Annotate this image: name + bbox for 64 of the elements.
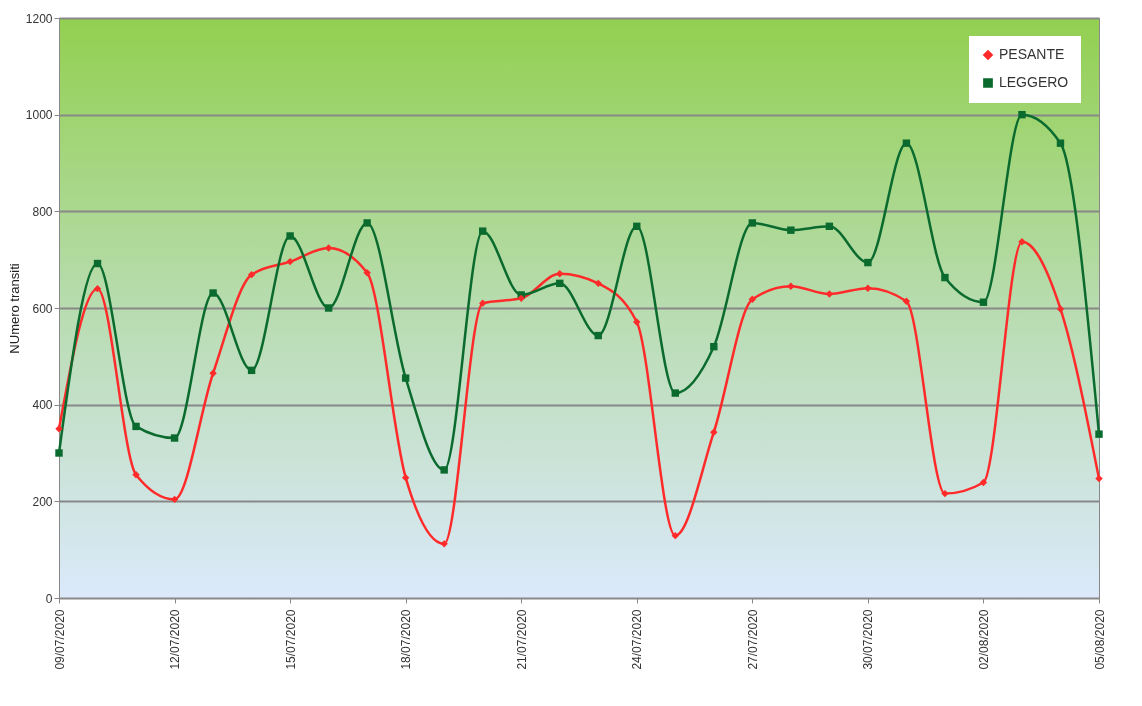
point [787,226,795,234]
point [748,295,757,304]
x-tick-label: 05/08/2020 [1092,609,1107,670]
point [170,434,179,442]
x-tick-label: 09/07/2020 [52,609,67,670]
point [209,369,217,377]
point [902,139,911,147]
point [710,428,718,436]
point [93,284,102,293]
point [941,273,949,282]
x-tick-label: 24/07/2020 [630,609,645,670]
point [787,282,795,290]
point [401,473,410,482]
point [440,540,448,548]
y-tick-label: 800 [32,204,53,219]
point [710,342,718,351]
y-tick-label: 600 [32,301,53,316]
y-tick-label: 0 [45,591,53,606]
point [324,304,333,312]
y-tick-label: 1200 [25,11,53,26]
point [1095,474,1103,483]
point [979,298,988,306]
point [286,232,294,240]
point [1056,139,1065,147]
point [440,466,448,474]
y-tick-label: 1000 [25,108,53,123]
x-tick-label: 12/07/2020 [168,609,183,670]
point [1056,305,1065,313]
x-tick-label: 18/07/2020 [399,609,414,670]
point [517,294,525,303]
point [363,269,371,277]
y-tick-label: 400 [32,398,53,413]
point [979,478,988,487]
point [209,289,217,297]
point [479,227,487,235]
point [671,389,679,397]
point [170,495,179,504]
x-tick-label: 21/07/2020 [514,609,529,670]
point [132,422,140,431]
legend-label: PESANTE [999,46,1065,62]
point [671,531,679,540]
point [247,270,256,279]
point [556,269,564,278]
x-tick-label: 02/08/2020 [976,609,991,670]
y-axis-title: NUmero transiti [6,263,22,354]
x-tick-label: 27/07/2020 [745,609,760,670]
x-tick-label: 15/07/2020 [283,609,298,670]
point [902,297,911,305]
point [479,299,487,307]
point [286,257,294,266]
point [594,279,602,288]
point [55,449,63,457]
x-tick-label: 30/07/2020 [861,609,876,670]
point [941,489,949,498]
point [864,258,872,267]
point [1018,110,1026,119]
point [864,284,872,292]
y-tick-label: 200 [32,494,53,509]
point [401,374,410,382]
point [1095,430,1103,438]
point [363,219,371,227]
point [748,219,757,227]
legend-label: LEGGERO [999,74,1069,90]
point [324,244,333,252]
